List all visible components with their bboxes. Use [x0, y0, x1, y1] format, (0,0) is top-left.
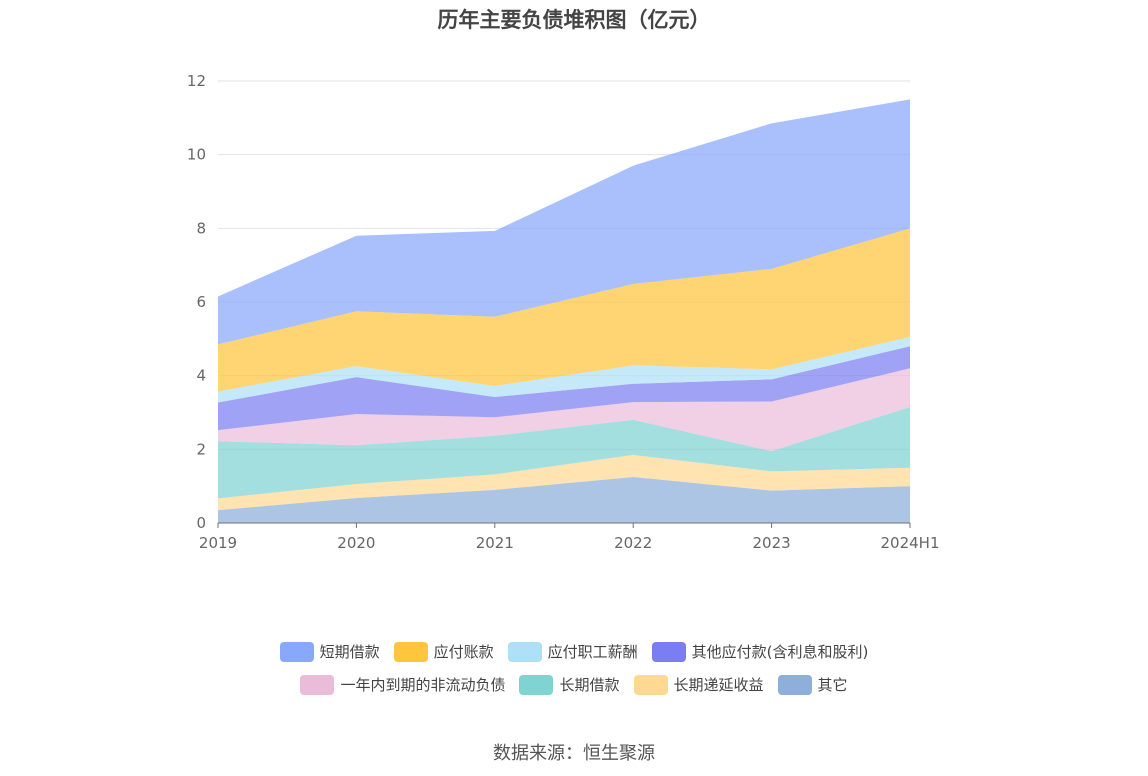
- legend-item[interactable]: 其他应付款(含利息和股利): [651, 641, 869, 662]
- data-source-note: 数据来源：恒生聚源: [493, 743, 655, 764]
- area-series: [218, 99, 910, 523]
- legend-item[interactable]: 应付职工薪酬: [507, 641, 638, 662]
- chart-title: 历年主要负债堆积图（亿元）: [437, 8, 711, 32]
- legend-swatch: [300, 674, 335, 695]
- x-tick-label: 2020: [337, 534, 375, 552]
- legend-row-1: 短期借款 应付账款 应付职工薪酬 其他应付款(含利息和股利): [0, 641, 1148, 662]
- y-tick-label: 12: [187, 72, 206, 90]
- y-tick-label: 6: [196, 293, 206, 311]
- legend-label: 其它: [817, 676, 848, 694]
- legend-swatch: [519, 674, 554, 695]
- legend-label: 长期借款: [559, 676, 620, 694]
- x-tick-label: 2019: [199, 534, 237, 552]
- x-tick-label: 2021: [476, 534, 514, 552]
- legend-swatch: [279, 641, 314, 662]
- legend-row-2: 一年内到期的非流动负债 长期借款 长期递延收益 其它: [0, 674, 1148, 695]
- legend-item[interactable]: 短期借款: [279, 641, 380, 662]
- y-tick-label: 4: [196, 367, 206, 385]
- area-应付账款[interactable]: [218, 228, 910, 392]
- legend-label: 应付账款: [433, 643, 494, 661]
- legend-swatch: [651, 641, 686, 662]
- y-tick-label: 8: [196, 219, 206, 237]
- area-其它[interactable]: [218, 476, 910, 523]
- legend-item[interactable]: 长期借款: [519, 674, 620, 695]
- legend-item[interactable]: 长期递延收益: [633, 674, 764, 695]
- legend-swatch: [507, 641, 542, 662]
- legend-label: 应付职工薪酬: [547, 643, 638, 661]
- x-tick-label: 2024H1: [881, 534, 940, 552]
- x-tick-label: 2023: [753, 534, 791, 552]
- legend-label: 长期递延收益: [673, 676, 764, 694]
- legend-item[interactable]: 其它: [777, 674, 848, 695]
- axes: 0 2 4 6 8 10 12 2019 2020 2021 2022 2023 2024H1: [187, 72, 940, 552]
- area-应付职工薪酬[interactable]: [218, 336, 910, 403]
- x-tick-label: 2022: [614, 534, 652, 552]
- area-短期借款[interactable]: [218, 99, 910, 345]
- y-tick-label: 0: [196, 514, 206, 532]
- legend-label: 其他应付款(含利息和股利): [691, 643, 869, 661]
- y-tick-label: 10: [187, 146, 206, 164]
- area-一年内到期的非流动负债[interactable]: [218, 368, 910, 452]
- legend-label: 一年内到期的非流动负债: [340, 676, 506, 694]
- legend-swatch: [393, 641, 428, 662]
- area-其他应付款(含利息和股利)[interactable]: [218, 346, 910, 431]
- area-长期递延收益[interactable]: [218, 454, 910, 511]
- y-tick-label: 2: [196, 440, 206, 458]
- area-长期借款[interactable]: [218, 406, 910, 499]
- legend-item[interactable]: 应付账款: [393, 641, 494, 662]
- legend-label: 短期借款: [319, 643, 380, 661]
- legend-swatch: [777, 674, 812, 695]
- legend-swatch: [633, 674, 668, 695]
- legend-item[interactable]: 一年内到期的非流动负债: [300, 674, 505, 695]
